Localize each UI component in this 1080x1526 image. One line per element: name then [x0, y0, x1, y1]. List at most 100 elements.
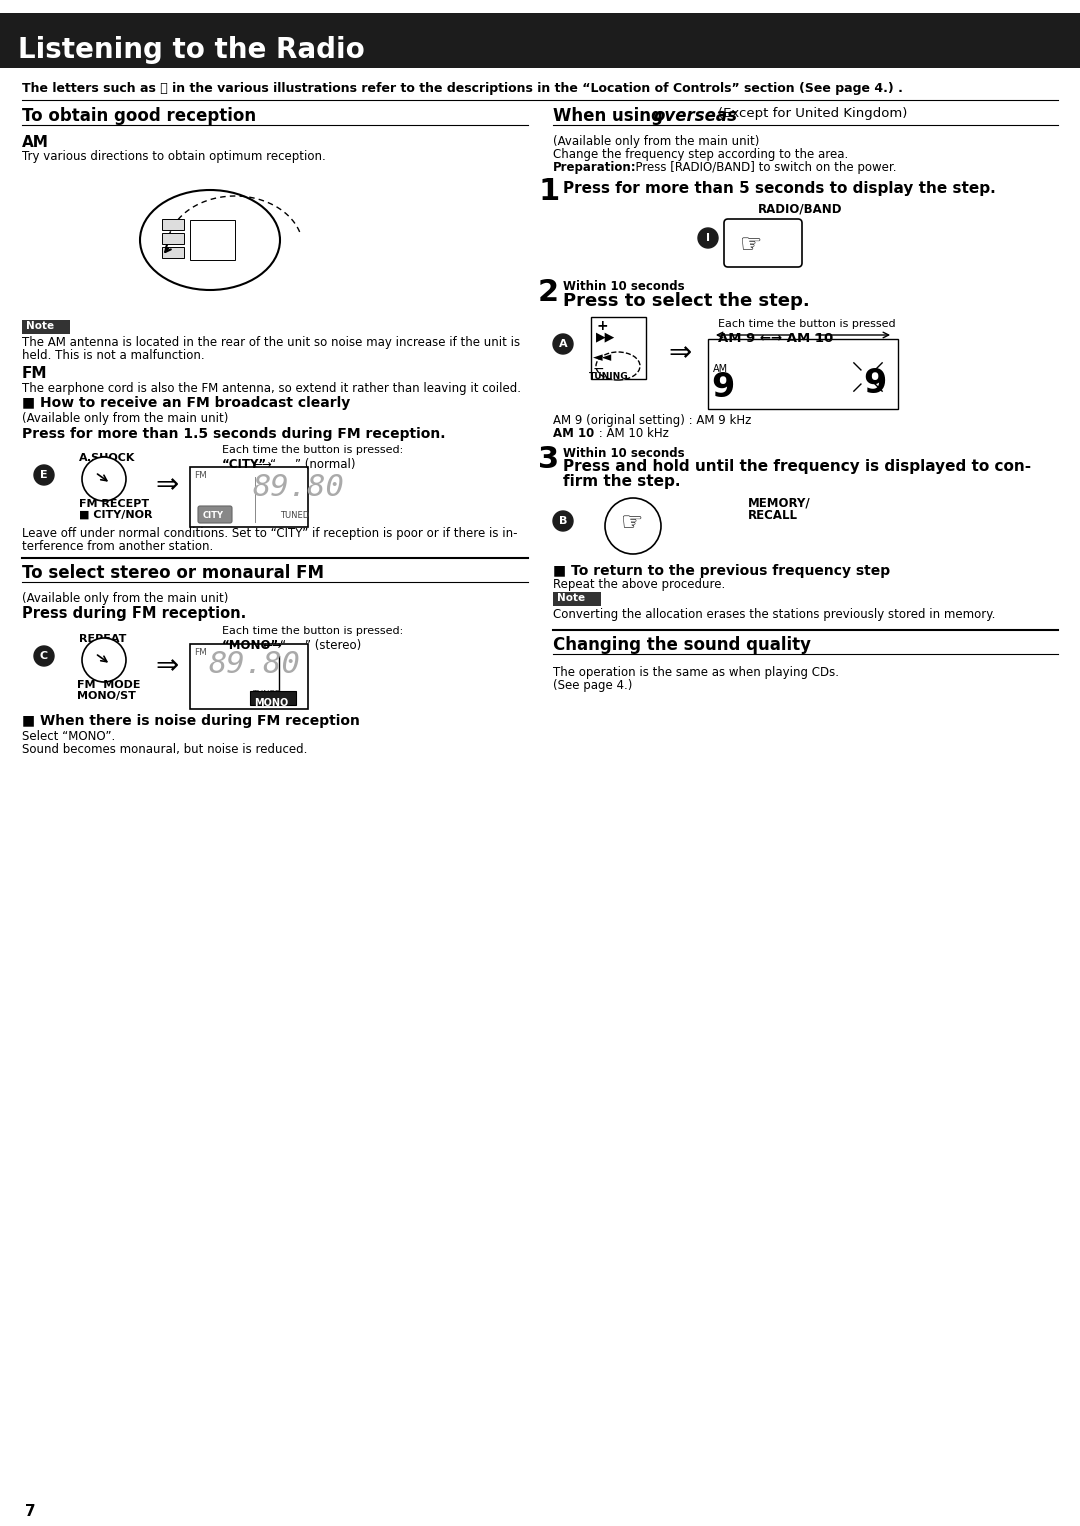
Text: Press during FM reception.: Press during FM reception. — [22, 606, 246, 621]
Text: Press for more than 5 seconds to display the step.: Press for more than 5 seconds to display… — [563, 182, 996, 195]
Text: ▶▶: ▶▶ — [596, 330, 616, 343]
Text: (Available only from the main unit): (Available only from the main unit) — [553, 134, 759, 148]
Text: AM 10: AM 10 — [553, 427, 594, 439]
Text: (Except for United Kingdom): (Except for United Kingdom) — [718, 107, 907, 121]
Text: ■ CITY/NOR: ■ CITY/NOR — [79, 510, 152, 520]
Circle shape — [605, 497, 661, 554]
Circle shape — [553, 334, 573, 354]
Text: “CITY”: “CITY” — [222, 458, 267, 472]
Text: TUNED: TUNED — [252, 690, 281, 699]
Bar — [190, 644, 308, 710]
Text: I: I — [706, 233, 710, 243]
Text: 89.80: 89.80 — [208, 650, 300, 679]
Circle shape — [33, 465, 54, 485]
Text: 7: 7 — [25, 1505, 36, 1518]
Circle shape — [82, 456, 126, 501]
Text: RADIO/BAND: RADIO/BAND — [758, 203, 842, 217]
Text: B: B — [558, 516, 567, 526]
Text: 1: 1 — [538, 177, 559, 206]
Text: FM: FM — [22, 366, 48, 382]
Bar — [22, 320, 70, 334]
Text: 3: 3 — [538, 446, 559, 475]
Text: : AM 10 kHz: : AM 10 kHz — [595, 427, 669, 439]
Text: RECALL: RECALL — [748, 510, 798, 522]
Ellipse shape — [140, 191, 280, 290]
Bar — [708, 339, 897, 409]
Text: Change the frequency step according to the area.: Change the frequency step according to t… — [553, 148, 848, 162]
Text: MEMORY/: MEMORY/ — [748, 496, 811, 510]
Text: Select “MONO”.: Select “MONO”. — [22, 729, 116, 743]
Text: Listening to the Radio: Listening to the Radio — [18, 37, 365, 64]
Circle shape — [33, 645, 54, 665]
Text: Preparation:: Preparation: — [553, 162, 636, 174]
Text: “MONO”: “MONO” — [222, 639, 280, 652]
Text: CITY: CITY — [203, 511, 224, 520]
Text: (Available only from the main unit): (Available only from the main unit) — [22, 412, 228, 426]
Text: ←→: ←→ — [252, 458, 272, 472]
Text: ■ When there is noise during FM reception: ■ When there is noise during FM receptio… — [22, 714, 360, 728]
Text: (See page 4.): (See page 4.) — [553, 679, 633, 691]
Text: AM: AM — [713, 365, 728, 374]
Text: FM  MODE: FM MODE — [77, 681, 140, 690]
Text: ←→: ←→ — [262, 639, 282, 652]
Text: TUNING: TUNING — [589, 372, 629, 382]
Text: Press to select the step.: Press to select the step. — [563, 291, 810, 310]
Text: AM 9 (original setting) : AM 9 kHz: AM 9 (original setting) : AM 9 kHz — [553, 414, 752, 427]
Text: −: − — [593, 362, 605, 375]
Text: Leave off under normal conditions. Set to “CITY” if reception is poor or if ther: Leave off under normal conditions. Set t… — [22, 526, 517, 540]
Text: AM 9 ←→ AM 10: AM 9 ←→ AM 10 — [718, 333, 834, 345]
Circle shape — [553, 511, 573, 531]
Bar — [162, 233, 184, 244]
Text: The AM antenna is located in the rear of the unit so noise may increase if the u: The AM antenna is located in the rear of… — [22, 336, 521, 349]
Text: REPEAT: REPEAT — [79, 633, 126, 644]
Bar — [162, 220, 184, 230]
Text: overseas: overseas — [653, 107, 737, 125]
Text: 89.80: 89.80 — [252, 473, 343, 502]
Text: “     ” (stereo): “ ” (stereo) — [280, 639, 361, 652]
Text: (Available only from the main unit): (Available only from the main unit) — [22, 592, 228, 604]
Text: Each time the button is pressed:: Each time the button is pressed: — [222, 446, 403, 455]
Text: 9: 9 — [711, 371, 734, 404]
Text: AM: AM — [22, 134, 49, 150]
Text: Press and hold until the frequency is displayed to con-: Press and hold until the frequency is di… — [563, 459, 1031, 475]
Text: A.SHOCK: A.SHOCK — [79, 453, 135, 462]
Text: ■ To return to the previous frequency step: ■ To return to the previous frequency st… — [553, 565, 890, 578]
Text: Note: Note — [26, 320, 54, 331]
Text: Each time the button is pressed:: Each time the button is pressed: — [222, 626, 403, 636]
Text: ⇒: ⇒ — [669, 339, 691, 366]
Text: TUNED: TUNED — [280, 511, 309, 520]
Text: Within 10 seconds: Within 10 seconds — [563, 279, 685, 293]
Text: 2: 2 — [538, 278, 559, 307]
FancyBboxPatch shape — [724, 220, 802, 267]
Text: MONO: MONO — [254, 697, 288, 708]
Text: Converting the allocation erases the stations previously stored in memory.: Converting the allocation erases the sta… — [553, 607, 996, 621]
Text: Within 10 seconds: Within 10 seconds — [563, 447, 685, 459]
Text: 9: 9 — [863, 366, 887, 400]
Text: The operation is the same as when playing CDs.: The operation is the same as when playin… — [553, 665, 839, 679]
Text: Press for more than 1.5 seconds during FM reception.: Press for more than 1.5 seconds during F… — [22, 427, 446, 441]
Text: Repeat the above procedure.: Repeat the above procedure. — [553, 578, 726, 591]
Text: “     ” (normal): “ ” (normal) — [270, 458, 355, 472]
FancyBboxPatch shape — [591, 317, 646, 378]
Text: C: C — [40, 652, 49, 661]
Text: FM: FM — [194, 649, 207, 658]
Text: ◄◄: ◄◄ — [593, 351, 612, 365]
Bar — [162, 247, 184, 258]
Ellipse shape — [596, 353, 640, 380]
Bar — [190, 220, 235, 259]
Text: Try various directions to obtain optimum reception.: Try various directions to obtain optimum… — [22, 150, 326, 163]
Text: To obtain good reception: To obtain good reception — [22, 107, 256, 125]
Text: When using: When using — [553, 107, 669, 125]
Text: terference from another station.: terference from another station. — [22, 540, 213, 552]
FancyBboxPatch shape — [198, 507, 232, 523]
Text: ☞: ☞ — [621, 511, 644, 536]
Text: E: E — [40, 470, 48, 481]
Text: Each time the button is pressed: Each time the button is pressed — [718, 319, 895, 330]
Circle shape — [698, 227, 718, 249]
Text: ■ How to receive an FM broadcast clearly: ■ How to receive an FM broadcast clearly — [22, 397, 350, 410]
Text: held. This is not a malfunction.: held. This is not a malfunction. — [22, 349, 204, 362]
Circle shape — [82, 638, 126, 682]
Text: To select stereo or monaural FM: To select stereo or monaural FM — [22, 565, 324, 581]
Text: firm the step.: firm the step. — [563, 475, 680, 488]
Text: ⇒: ⇒ — [156, 472, 178, 499]
